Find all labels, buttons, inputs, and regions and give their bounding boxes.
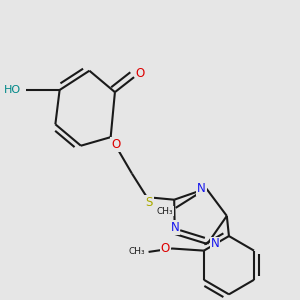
Text: O: O [160, 242, 170, 255]
Text: N: N [170, 221, 179, 234]
Text: HO: HO [4, 85, 21, 95]
Text: CH₃: CH₃ [157, 207, 174, 216]
Text: O: O [136, 67, 145, 80]
Text: CH₃: CH₃ [129, 248, 145, 256]
Text: N: N [211, 238, 219, 250]
Text: N: N [197, 182, 206, 195]
Text: O: O [111, 138, 120, 152]
Text: S: S [145, 196, 153, 209]
